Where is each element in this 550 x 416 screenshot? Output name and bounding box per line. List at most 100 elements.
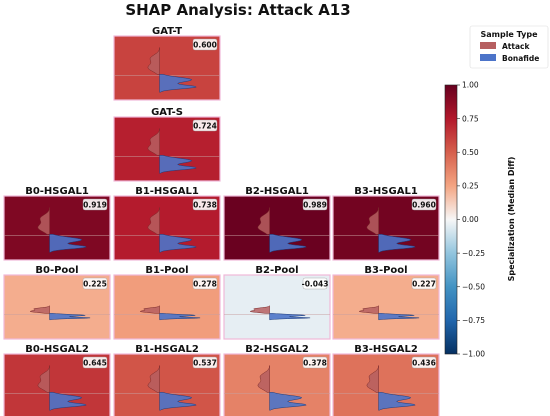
- value-badge: [302, 277, 328, 290]
- colorbar-ticks: 1.00 0.75 0.50 0.25 0.00 −0.25 −0.50 −0.75 −1.00: [457, 81, 485, 359]
- violin-attack: [147, 207, 160, 235]
- panel-title: GAT-S: [151, 107, 183, 118]
- value-badge: [302, 198, 328, 211]
- panel-b2-hsgal2: B2-HSGAL2 0.378: [223, 344, 331, 416]
- panel-title: B3-Pool: [364, 265, 407, 276]
- value-label: -0.043: [302, 280, 329, 289]
- value-label: 0.600: [193, 41, 217, 50]
- panel-b3-pool: B3-Pool 0.227: [332, 265, 440, 340]
- legend-swatch-attack: [480, 42, 496, 49]
- value-label: 0.378: [303, 359, 327, 368]
- colorbar-tick-label: 0.25: [462, 182, 479, 191]
- panel-gat-s: GAT-S 0.724: [113, 107, 221, 182]
- value-badge: [411, 198, 437, 211]
- violin-bonafide: [378, 313, 420, 321]
- violin-attack: [257, 207, 270, 235]
- value-badge: [82, 198, 108, 211]
- violin-attack: [139, 305, 160, 314]
- value-label: 0.436: [412, 359, 436, 368]
- panel-gat-t: GAT-T 0.600: [113, 26, 221, 101]
- colorbar-scale: [444, 84, 458, 355]
- value-label: 0.225: [83, 280, 107, 289]
- value-badge: [192, 119, 218, 132]
- panel-b1-hsgal2: B1-HSGAL2 0.537: [113, 344, 221, 416]
- value-badge: [192, 356, 218, 369]
- violin-attack: [37, 207, 50, 235]
- violin-attack: [147, 128, 160, 156]
- panel-b0-pool: B0-Pool 0.225: [3, 265, 111, 340]
- value-label: 0.724: [193, 122, 217, 131]
- violin-bonafide: [159, 313, 201, 321]
- panel-b3-hsgal2: B3-HSGAL2 0.436: [332, 344, 440, 416]
- colorbar-tick-label: 0.50: [462, 148, 479, 157]
- figure-title: SHAP Analysis: Attack A13: [125, 1, 350, 19]
- panel-title: B1-HSGAL2: [135, 344, 199, 355]
- value-label: 0.989: [303, 201, 327, 210]
- panel-b1-pool: B1-Pool 0.278: [113, 265, 221, 340]
- violin-attack: [29, 305, 50, 314]
- violin-bonafide: [269, 313, 311, 321]
- legend-label-attack: Attack: [502, 42, 530, 51]
- value-label: 0.738: [193, 201, 217, 210]
- violin-attack: [37, 365, 50, 393]
- colorbar-tick-label: 1.00: [462, 81, 479, 90]
- violin-attack: [358, 305, 379, 314]
- violin-bonafide: [378, 392, 416, 411]
- panel-title: B1-HSGAL1: [135, 186, 199, 197]
- panel-title: B2-Pool: [255, 265, 298, 276]
- colorbar-label: Specialization (Median Diff): [507, 157, 516, 282]
- value-label: 0.278: [193, 280, 217, 289]
- panel-title: B2-HSGAL2: [245, 344, 309, 355]
- colorbar: 1.00 0.75 0.50 0.25 0.00 −0.25 −0.50 −0.75 −1.00…: [444, 81, 516, 359]
- violin-attack: [366, 207, 379, 235]
- panel-title: B0-Pool: [35, 265, 78, 276]
- panel-title: B0-HSGAL2: [25, 344, 89, 355]
- panel-b2-pool: B2-Pool -0.043: [223, 265, 331, 340]
- violin-bonafide: [159, 392, 197, 411]
- panel-b2-hsgal1: B2-HSGAL1 0.989: [223, 186, 331, 261]
- value-badge: [302, 356, 328, 369]
- violin-bonafide: [269, 234, 307, 253]
- value-badge: [192, 198, 218, 211]
- violin-bonafide: [159, 74, 197, 93]
- violin-bonafide: [49, 313, 91, 321]
- panel-title: B2-HSGAL1: [245, 186, 309, 197]
- value-label: 0.960: [412, 201, 436, 210]
- panel-title: B1-Pool: [145, 265, 188, 276]
- panel-title: GAT-T: [152, 26, 182, 37]
- panel-b0-hsgal1: B0-HSGAL1 0.919: [3, 186, 111, 261]
- value-label: 0.919: [83, 201, 107, 210]
- violin-bonafide: [159, 155, 197, 174]
- violin-bonafide: [378, 234, 416, 253]
- value-badge: [411, 356, 437, 369]
- legend-title: Sample Type: [480, 30, 538, 39]
- value-label: 0.227: [412, 280, 436, 289]
- colorbar-tick-label: −1.00: [462, 350, 485, 359]
- panel-title: B3-HSGAL2: [354, 344, 418, 355]
- legend-swatch-bonafide: [480, 54, 496, 61]
- violin-bonafide: [159, 234, 197, 253]
- violin-attack: [147, 47, 160, 75]
- panel-title: B3-HSGAL1: [354, 186, 418, 197]
- panel-b1-hsgal1: B1-HSGAL1 0.738: [113, 186, 221, 261]
- colorbar-tick-label: −0.75: [462, 316, 485, 325]
- colorbar-tick-label: −0.50: [462, 282, 485, 291]
- value-label: 0.537: [193, 359, 217, 368]
- violin-bonafide: [269, 392, 307, 411]
- panel-grid: GAT-T 0.600 GAT-S 0.724 B0-HSGAL1 0.919 B1-HSG…: [3, 26, 440, 416]
- legend-label-bonafide: Bonafide: [502, 54, 539, 63]
- value-badge: [192, 38, 218, 51]
- value-badge: [411, 277, 437, 290]
- violin-attack: [249, 305, 270, 314]
- violin-bonafide: [49, 392, 87, 411]
- panel-b0-hsgal2: B0-HSGAL2 0.645: [3, 344, 111, 416]
- violin-attack: [257, 365, 270, 393]
- legend: Sample Type Attack Bonafide: [469, 25, 549, 69]
- value-badge: [192, 277, 218, 290]
- violin-attack: [147, 365, 160, 393]
- colorbar-tick-label: 0.75: [462, 114, 479, 123]
- panel-b3-hsgal1: B3-HSGAL1 0.960: [332, 186, 440, 261]
- value-label: 0.645: [83, 359, 107, 368]
- colorbar-tick-label: 0.00: [462, 215, 479, 224]
